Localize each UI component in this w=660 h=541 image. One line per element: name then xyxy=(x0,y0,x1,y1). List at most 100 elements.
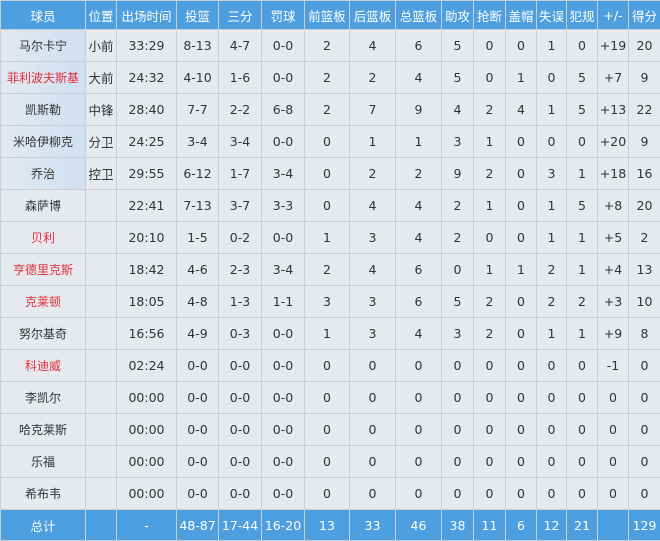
player-name[interactable]: 李凯尔 xyxy=(1,382,86,414)
column-header[interactable]: 失误 xyxy=(537,1,567,30)
column-header[interactable]: +/- xyxy=(598,1,629,30)
stat-cell: 2 xyxy=(442,190,474,222)
stat-cell: 5 xyxy=(442,286,474,318)
stat-cell: 3 xyxy=(350,286,396,318)
player-name[interactable]: 贝利 xyxy=(1,222,86,254)
stat-cell: +20 xyxy=(598,126,629,158)
column-header[interactable]: 犯规 xyxy=(567,1,598,30)
stat-cell: 3 xyxy=(537,158,567,190)
player-name[interactable]: 森萨博 xyxy=(1,190,86,222)
player-name[interactable]: 科迪威 xyxy=(1,350,86,382)
stat-cell: 1 xyxy=(474,126,506,158)
column-header[interactable]: 助攻 xyxy=(442,1,474,30)
stat-cell: 0 xyxy=(598,382,629,414)
stat-cell: 0-0 xyxy=(219,350,262,382)
column-header[interactable]: 抢断 xyxy=(474,1,506,30)
stat-cell: 0 xyxy=(396,446,442,478)
stat-cell: 2 xyxy=(442,222,474,254)
stat-cell: 0 xyxy=(350,350,396,382)
player-name[interactable]: 希布韦 xyxy=(1,478,86,510)
stat-cell: 0 xyxy=(474,478,506,510)
player-position xyxy=(86,286,117,318)
player-position: 中锋 xyxy=(86,94,117,126)
stat-cell: 0-0 xyxy=(262,62,305,94)
player-name[interactable]: 凯斯勒 xyxy=(1,94,86,126)
player-name[interactable]: 米哈伊柳克 xyxy=(1,126,86,158)
total-cell: 12 xyxy=(537,510,567,541)
stat-cell: 0-0 xyxy=(219,382,262,414)
player-name[interactable]: 亨德里克斯 xyxy=(1,254,86,286)
player-position xyxy=(86,222,117,254)
column-header[interactable]: 罚球 xyxy=(262,1,305,30)
stat-cell: 0 xyxy=(396,414,442,446)
player-name[interactable]: 马尔卡宁 xyxy=(1,30,86,62)
stat-cell: 1-6 xyxy=(219,62,262,94)
stat-cell: 2 xyxy=(474,94,506,126)
stat-cell: 0-0 xyxy=(177,478,219,510)
stat-cell: 1 xyxy=(567,318,598,350)
stat-cell: 0 xyxy=(474,62,506,94)
stat-cell: +4 xyxy=(598,254,629,286)
column-header[interactable]: 总篮板 xyxy=(396,1,442,30)
stat-cell: 1-3 xyxy=(219,286,262,318)
stat-cell: 3 xyxy=(305,286,350,318)
stat-cell: 0 xyxy=(537,414,567,446)
stat-cell: 0 xyxy=(442,350,474,382)
stat-cell: 1-7 xyxy=(219,158,262,190)
stat-cell: 2 xyxy=(350,62,396,94)
stat-cell: 1 xyxy=(567,158,598,190)
column-header[interactable]: 后篮板 xyxy=(350,1,396,30)
stat-cell: 4 xyxy=(396,222,442,254)
stat-cell: 0 xyxy=(305,446,350,478)
total-cell: 48-87 xyxy=(177,510,219,541)
stat-cell: 0 xyxy=(474,350,506,382)
player-position xyxy=(86,382,117,414)
stat-cell: 1 xyxy=(567,254,598,286)
stat-cell: 3-4 xyxy=(262,254,305,286)
column-header[interactable]: 得分 xyxy=(629,1,660,30)
column-header[interactable]: 投篮 xyxy=(177,1,219,30)
player-name[interactable]: 努尔基奇 xyxy=(1,318,86,350)
stat-cell: 2 xyxy=(305,254,350,286)
player-name[interactable]: 克莱顿 xyxy=(1,286,86,318)
stat-cell: 0 xyxy=(567,446,598,478)
column-header[interactable]: 前篮板 xyxy=(305,1,350,30)
stat-cell: 3 xyxy=(442,318,474,350)
player-name[interactable]: 菲利波夫斯基 xyxy=(1,62,86,94)
stat-cell: 0-0 xyxy=(262,126,305,158)
column-header[interactable]: 三分 xyxy=(219,1,262,30)
column-header[interactable]: 球员 xyxy=(1,1,86,30)
stat-cell: 0-0 xyxy=(262,382,305,414)
column-header[interactable]: 出场时间 xyxy=(117,1,177,30)
stat-cell: 2 xyxy=(350,158,396,190)
stat-cell: +3 xyxy=(598,286,629,318)
stat-cell: 3 xyxy=(350,318,396,350)
stat-cell: 0 xyxy=(506,446,537,478)
player-name[interactable]: 乔治 xyxy=(1,158,86,190)
stat-cell: 3 xyxy=(350,222,396,254)
stat-cell: 6-12 xyxy=(177,158,219,190)
totals-position xyxy=(86,510,117,541)
stat-cell: 00:00 xyxy=(117,478,177,510)
stat-cell: 2 xyxy=(537,254,567,286)
stat-cell: 1 xyxy=(396,126,442,158)
stat-cell: 7-13 xyxy=(177,190,219,222)
stat-cell: 6 xyxy=(396,30,442,62)
stat-cell: -1 xyxy=(598,350,629,382)
stat-cell: +5 xyxy=(598,222,629,254)
stat-cell: 6-8 xyxy=(262,94,305,126)
column-header[interactable]: 位置 xyxy=(86,1,117,30)
column-header[interactable]: 盖帽 xyxy=(506,1,537,30)
stat-cell: 0-0 xyxy=(219,446,262,478)
stat-cell: 0-0 xyxy=(177,414,219,446)
stat-cell: 0 xyxy=(598,446,629,478)
stat-cell: 1 xyxy=(305,222,350,254)
total-cell: 11 xyxy=(474,510,506,541)
player-name[interactable]: 哈克莱斯 xyxy=(1,414,86,446)
player-name[interactable]: 乐福 xyxy=(1,446,86,478)
player-position xyxy=(86,190,117,222)
